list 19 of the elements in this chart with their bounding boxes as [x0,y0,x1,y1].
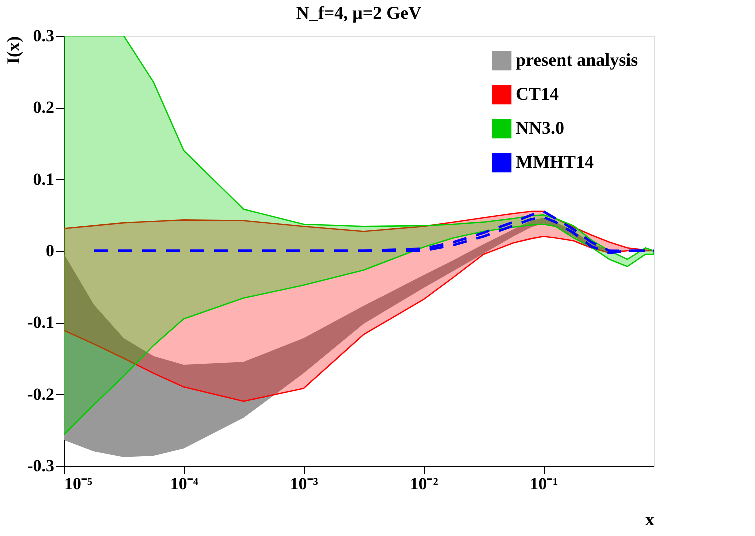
x-tick-label: 10⁻⁴ [170,474,198,494]
y-tick-label: 0.2 [33,98,54,118]
x-tick-label: 10⁻³ [290,474,318,494]
x-tick-label: 10⁻² [410,474,438,494]
legend-label: MMHT14 [516,152,594,172]
legend-label: present analysis [516,50,638,70]
y-tick-label: 0 [46,242,54,260]
x-axis-title: x [646,510,654,530]
y-tick-label: -0.3 [28,456,54,476]
y-tick-label: -0.1 [28,313,54,332]
x-tick-label: 10⁻⁵ [64,474,93,494]
y-tick-label: 0.1 [33,170,54,189]
y-tick-label: -0.2 [28,384,54,404]
legend-label: CT14 [516,84,560,104]
x-tick-label: 10⁻¹ [530,474,558,494]
y-tick-label: 0.3 [33,26,54,46]
chart-title: N_f=4, μ=2 GeV [296,3,422,23]
legend-label: NN3.0 [516,118,564,138]
y-axis-title: I(x) [4,36,24,64]
